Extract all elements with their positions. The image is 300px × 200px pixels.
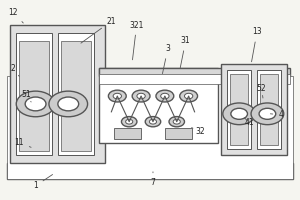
Circle shape <box>251 103 284 125</box>
Text: 51: 51 <box>22 90 32 102</box>
Text: 4: 4 <box>270 110 283 119</box>
Circle shape <box>16 91 55 117</box>
Text: 13: 13 <box>252 27 262 62</box>
Bar <box>165 128 192 139</box>
Text: 11: 11 <box>14 138 31 147</box>
Text: 31: 31 <box>180 36 190 68</box>
Text: 52: 52 <box>256 84 266 98</box>
Text: 321: 321 <box>129 21 144 60</box>
Circle shape <box>180 90 198 102</box>
Circle shape <box>156 90 174 102</box>
Circle shape <box>184 93 193 99</box>
Bar <box>58 33 94 155</box>
Bar <box>257 70 281 149</box>
Bar <box>230 74 248 145</box>
Circle shape <box>49 91 88 117</box>
Text: 2: 2 <box>11 64 19 76</box>
Circle shape <box>58 97 79 111</box>
Circle shape <box>122 117 137 127</box>
Circle shape <box>231 108 248 119</box>
Bar <box>221 64 287 155</box>
Circle shape <box>108 90 126 102</box>
Text: 3: 3 <box>163 44 170 74</box>
Bar <box>100 74 290 84</box>
Bar <box>100 68 218 143</box>
Circle shape <box>126 119 133 124</box>
Circle shape <box>169 117 184 127</box>
Bar <box>16 33 52 155</box>
Circle shape <box>149 119 157 124</box>
Circle shape <box>223 103 256 125</box>
Bar <box>100 68 290 76</box>
Bar <box>7 76 293 179</box>
Bar <box>260 74 278 145</box>
Circle shape <box>132 90 150 102</box>
Circle shape <box>173 119 180 124</box>
Text: 21: 21 <box>81 17 116 43</box>
Text: 32: 32 <box>192 127 205 136</box>
Text: 1: 1 <box>33 175 52 190</box>
Circle shape <box>145 117 161 127</box>
Circle shape <box>25 97 46 111</box>
Text: 41: 41 <box>244 118 254 127</box>
Circle shape <box>137 93 145 99</box>
Text: 12: 12 <box>8 8 23 23</box>
Bar <box>114 128 141 139</box>
Bar <box>61 41 91 151</box>
Bar <box>227 70 251 149</box>
Circle shape <box>161 93 169 99</box>
Circle shape <box>113 93 122 99</box>
Bar <box>10 25 105 163</box>
Circle shape <box>259 108 276 119</box>
Text: 7: 7 <box>151 172 155 187</box>
Bar <box>19 41 49 151</box>
Bar <box>7 163 293 179</box>
